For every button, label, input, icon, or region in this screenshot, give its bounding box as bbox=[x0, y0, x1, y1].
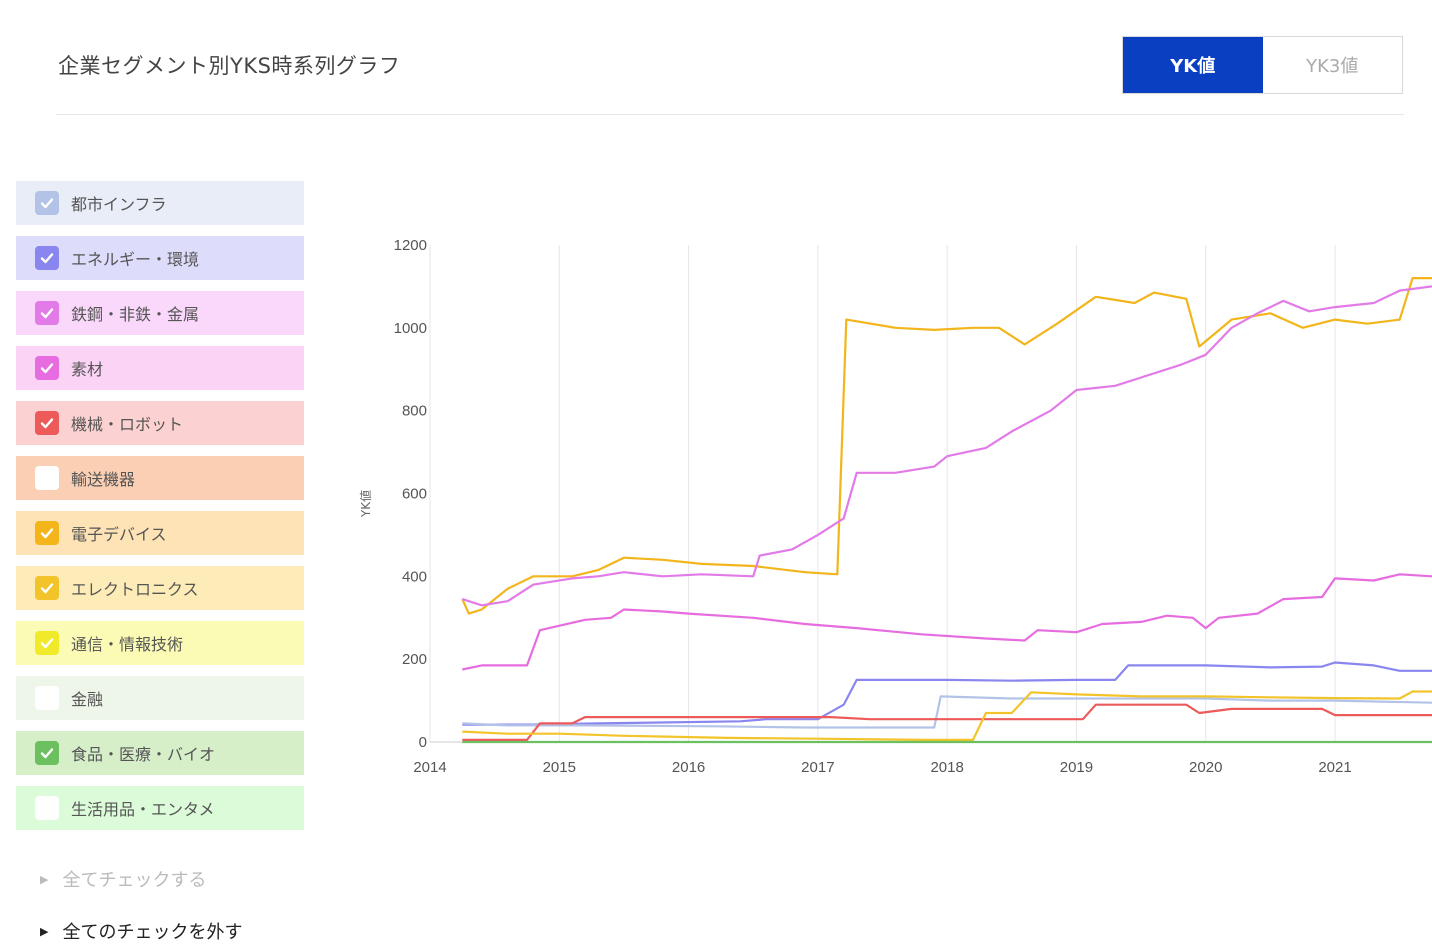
legend-label: 通信・情報技術 bbox=[71, 635, 184, 654]
series-line bbox=[462, 661, 1432, 726]
legend-label: エネルギー・環境 bbox=[71, 250, 200, 269]
legend-label: 機械・ロボット bbox=[71, 415, 184, 434]
checkbox-checked-icon[interactable] bbox=[35, 741, 59, 765]
x-tick-label: 2019 bbox=[1060, 759, 1093, 776]
y-tick-label: 1200 bbox=[394, 237, 427, 254]
series-line bbox=[462, 573, 1432, 671]
legend-label: 金融 bbox=[71, 690, 104, 709]
legend-item[interactable]: 金融 bbox=[16, 676, 304, 720]
legend-label: エレクトロニクス bbox=[71, 580, 199, 599]
legend-item[interactable]: 鉄鋼・非鉄・金属 bbox=[16, 291, 304, 335]
checkbox-empty-icon[interactable] bbox=[35, 796, 59, 820]
legend-item[interactable]: 輸送機器 bbox=[16, 456, 304, 500]
legend-item[interactable]: 生活用品・エンタメ bbox=[16, 786, 304, 830]
legend-label: 生活用品・エンタメ bbox=[71, 800, 215, 819]
yks-timeseries-chart: 0 200 400 600 800 1000 1200 2014 2015 2016 2017 201… bbox=[358, 237, 1432, 776]
triangle-right-icon: ▶ bbox=[40, 872, 49, 886]
legend-item[interactable]: エレクトロニクス bbox=[16, 566, 304, 610]
y-tick-label: 600 bbox=[402, 486, 427, 503]
y-tick-label: 1000 bbox=[394, 320, 427, 337]
checkbox-checked-icon[interactable] bbox=[35, 191, 59, 215]
x-tick-label: 2014 bbox=[413, 759, 446, 776]
y-tick-label: 0 bbox=[419, 734, 427, 751]
x-tick-label: 2020 bbox=[1189, 759, 1222, 776]
legend-label: 素材 bbox=[71, 360, 104, 379]
y-axis-label: YK値 bbox=[358, 490, 373, 518]
legend-item[interactable]: 機械・ロボット bbox=[16, 401, 304, 445]
series-line bbox=[461, 285, 1432, 607]
check-all-label: 全てチェックする bbox=[62, 870, 207, 891]
tab-yk[interactable]: YK値 bbox=[1123, 37, 1263, 93]
x-tick-label: 2017 bbox=[801, 759, 834, 776]
checkbox-checked-icon[interactable] bbox=[35, 631, 59, 655]
checkbox-checked-icon[interactable] bbox=[35, 576, 59, 600]
header-divider bbox=[56, 114, 1404, 115]
series-line bbox=[462, 695, 1432, 729]
checkbox-checked-icon[interactable] bbox=[35, 356, 59, 380]
y-tick-label: 400 bbox=[402, 568, 427, 585]
check-all-link[interactable]: ▶ 全てチェックする bbox=[40, 866, 206, 892]
checkbox-checked-icon[interactable] bbox=[35, 246, 59, 270]
y-tick-label: 800 bbox=[402, 403, 427, 420]
legend-item[interactable]: 電子デバイス bbox=[16, 511, 304, 555]
x-tick-label: 2016 bbox=[672, 759, 705, 776]
series-line bbox=[461, 277, 1432, 615]
legend-label: 食品・医療・バイオ bbox=[71, 745, 216, 764]
legend-item[interactable]: 食品・医療・バイオ bbox=[16, 731, 304, 775]
triangle-right-icon: ▶ bbox=[40, 924, 49, 938]
page-title: 企業セグメント別YKS時系列グラフ bbox=[58, 54, 401, 78]
series-line bbox=[462, 690, 1432, 741]
segment-legend: 都市インフラエネルギー・環境 鉄鋼・非鉄・金属 素材機械・ロボット 輸送機器電子デバイ… bbox=[16, 181, 304, 841]
series-line bbox=[462, 703, 1432, 741]
checkbox-empty-icon[interactable] bbox=[35, 686, 59, 710]
metric-toggle: YK値 YK3値 bbox=[1122, 36, 1403, 94]
checkbox-checked-icon[interactable] bbox=[35, 301, 59, 325]
legend-item[interactable]: エネルギー・環境 bbox=[16, 236, 304, 280]
legend-label: 鉄鋼・非鉄・金属 bbox=[71, 305, 200, 324]
uncheck-all-label: 全てのチェックを外す bbox=[62, 922, 243, 943]
legend-item[interactable]: 素材 bbox=[16, 346, 304, 390]
legend-item[interactable]: 都市インフラ bbox=[16, 181, 304, 225]
legend-label: 都市インフラ bbox=[71, 195, 167, 214]
x-tick-label: 2021 bbox=[1318, 759, 1351, 776]
legend-item[interactable]: 通信・情報技術 bbox=[16, 621, 304, 665]
uncheck-all-link[interactable]: ▶ 全てのチェックを外す bbox=[40, 918, 242, 944]
legend-label: 電子デバイス bbox=[71, 525, 167, 544]
checkbox-checked-icon[interactable] bbox=[35, 411, 59, 435]
legend-label: 輸送機器 bbox=[71, 470, 136, 489]
x-tick-label: 2018 bbox=[930, 759, 963, 776]
checkbox-checked-icon[interactable] bbox=[35, 521, 59, 545]
tab-yk3[interactable]: YK3値 bbox=[1262, 37, 1402, 93]
x-tick-label: 2015 bbox=[543, 759, 576, 776]
checkbox-empty-icon[interactable] bbox=[35, 466, 59, 490]
y-tick-label: 200 bbox=[402, 651, 427, 668]
